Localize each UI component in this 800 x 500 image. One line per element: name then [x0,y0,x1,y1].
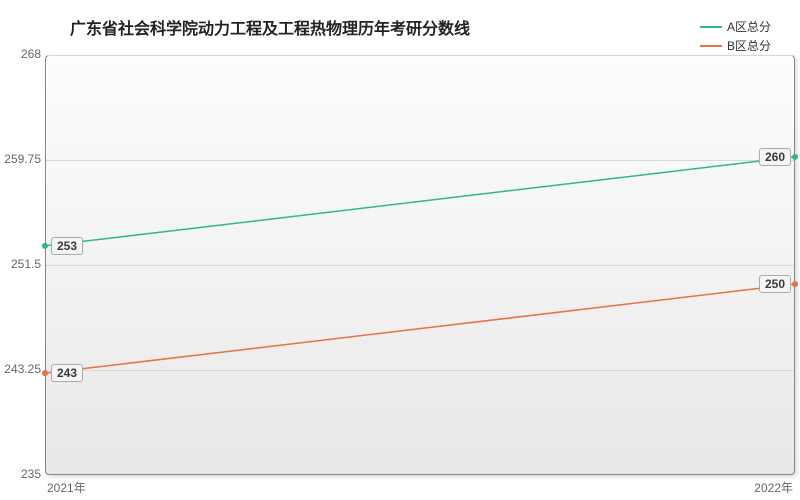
data-label: 253 [51,237,83,255]
data-label: 250 [759,275,791,293]
chart-container: 广东省社会科学院动力工程及工程热物理历年考研分数线 A区总分B区总分 23524… [0,0,800,500]
data-point [792,154,798,160]
series-line [45,157,795,246]
data-label: 260 [759,148,791,166]
plot-svg [0,0,800,500]
data-label: 243 [51,364,83,382]
data-point [42,243,48,249]
data-point [42,370,48,376]
data-point [792,281,798,287]
series-line [45,284,795,373]
